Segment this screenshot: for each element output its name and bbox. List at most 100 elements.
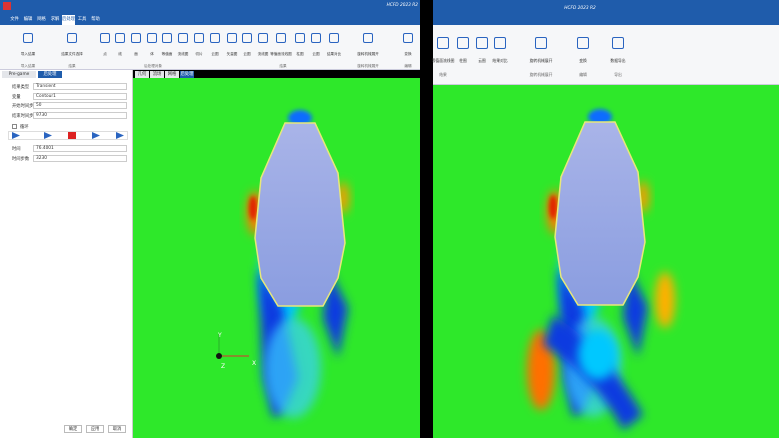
ribbon-button[interactable]: 云图 [312,52,320,56]
player-button[interactable] [116,132,124,139]
ribbon-button[interactable]: 结果对比 [326,52,342,56]
ribbon-button[interactable]: 柱图 [459,58,467,63]
ribbon-button[interactable]: 变换 [579,58,587,63]
viewport-tab[interactable]: 流场 [150,71,164,78]
ribbon-icon[interactable] [147,33,157,43]
menu-tab[interactable]: 帮助 [91,17,100,22]
ribbon-button[interactable]: 云图 [243,52,251,56]
ribbon-icon[interactable] [437,37,449,49]
ribbon-icon[interactable] [612,37,624,49]
field-input[interactable]: 50 [33,102,127,109]
ribbon-icon[interactable] [258,33,268,43]
field-label: 时间步数 [12,157,30,162]
ribbon-button[interactable]: 柱图 [296,52,304,56]
title-bar [433,0,779,25]
ribbon-icon[interactable] [457,37,469,49]
ribbon-icon[interactable] [194,33,204,43]
panel-tab[interactable]: Pre-game [2,71,36,78]
ribbon-icon[interactable] [535,37,547,49]
ribbon-icon[interactable] [100,33,110,43]
ribbon-button[interactable]: 点 [103,52,107,56]
ribbon-icon[interactable] [577,37,589,49]
menu-tab[interactable]: 后处理 [62,15,75,25]
ribbon-button[interactable]: 结果对比 [492,58,508,63]
dialog-button[interactable]: 确定 [64,425,82,433]
ribbon-button[interactable]: 流线图 [177,52,189,56]
ribbon-button[interactable]: 面 [134,52,138,56]
ribbon [0,25,420,70]
ribbon-icon[interactable] [276,33,286,43]
field-label: 变量 [12,94,21,100]
left-viewport [133,78,420,438]
ribbon-button[interactable]: 矢量图 [226,52,238,56]
ribbon-group-label: 结果 [439,72,447,77]
ribbon-icon[interactable] [178,33,188,43]
ribbon-icon[interactable] [476,37,488,49]
loop-checkbox[interactable] [12,124,17,129]
ribbon-icon[interactable] [162,33,172,43]
window-title: HCFD 2023 R2 [564,6,596,11]
ribbon-button[interactable]: 旋转机械展开 [529,58,553,63]
panel-tab[interactable]: 后处理 [38,71,62,78]
ribbon-button[interactable]: 导入结果 [20,52,36,56]
ribbon-button[interactable]: 流线图 [257,52,269,56]
player-button[interactable] [44,132,52,139]
field-input[interactable]: Transient [33,83,127,90]
ribbon-button[interactable]: 云图 [211,52,219,56]
ribbon-button[interactable]: 结果文件选择 [61,52,83,56]
ribbon-icon[interactable] [115,33,125,43]
ribbon-icon[interactable] [329,33,339,43]
player-button[interactable] [68,132,76,139]
ribbon-icon[interactable] [403,33,413,43]
ribbon-button[interactable]: 体 [150,52,154,56]
viewport-tab[interactable]: 后处理 [180,71,194,78]
ribbon-button[interactable]: 等值面 [161,52,173,56]
ribbon-icon[interactable] [23,33,33,43]
dialog-button[interactable]: 应用 [86,425,104,433]
app-logo [3,2,11,10]
menu-tab[interactable]: 网格 [37,17,46,22]
axis-label: Y [218,332,222,339]
player-button[interactable] [12,132,20,139]
ribbon-icon[interactable] [311,33,321,43]
ribbon-button[interactable]: 等值面流线图 [431,58,455,63]
field-input[interactable]: 9730 [33,111,127,119]
field-input[interactable]: Contour1 [33,92,127,100]
ribbon-button[interactable]: 旋转机械展开 [357,52,379,56]
axis-label: Z [221,363,226,370]
ribbon-icon[interactable] [210,33,220,43]
menu-tab[interactable]: 求解 [50,17,60,22]
menu-tab[interactable]: 编辑 [23,17,33,22]
loop-label: 循环 [20,125,29,130]
viewport-tab[interactable]: 几何 [135,71,149,78]
field-input[interactable]: 76.4001 [33,145,127,152]
ribbon-button[interactable]: 变换 [404,52,412,56]
field-label: 结束时间步 [12,113,34,119]
ribbon-icon[interactable] [295,33,305,43]
menu-tab[interactable]: 文件 [10,17,19,22]
ribbon-button[interactable]: 云图 [478,58,486,63]
ribbon-group-label: 编辑 [579,72,587,77]
player-bar [8,131,128,140]
ribbon-icon[interactable] [131,33,141,43]
dialog-button[interactable]: 取消 [108,425,126,433]
player-button[interactable] [92,132,100,139]
ribbon-button[interactable]: 数据导出 [610,58,626,63]
menu-tab[interactable]: 工具 [77,17,87,22]
ribbon-icon[interactable] [227,33,237,43]
ribbon-group-label: 导出 [614,72,622,77]
ribbon-icon[interactable] [242,33,252,43]
ribbon-icon[interactable] [67,33,77,43]
ribbon-button[interactable]: 切片 [195,52,203,56]
ribbon-icon[interactable] [494,37,506,49]
right-viewport [433,85,779,438]
field-label: 开始时间步 [12,104,34,109]
ribbon-button[interactable]: 线 [118,52,122,56]
field-input[interactable]: 3230 [33,155,127,162]
ribbon-button[interactable]: 等值面流线图 [270,52,292,56]
viewport-tab[interactable]: 网格 [165,71,179,78]
ribbon-group-label: 结果 [68,64,76,68]
ribbon-group-label: 结果 [279,64,287,68]
ribbon-icon[interactable] [363,33,373,43]
